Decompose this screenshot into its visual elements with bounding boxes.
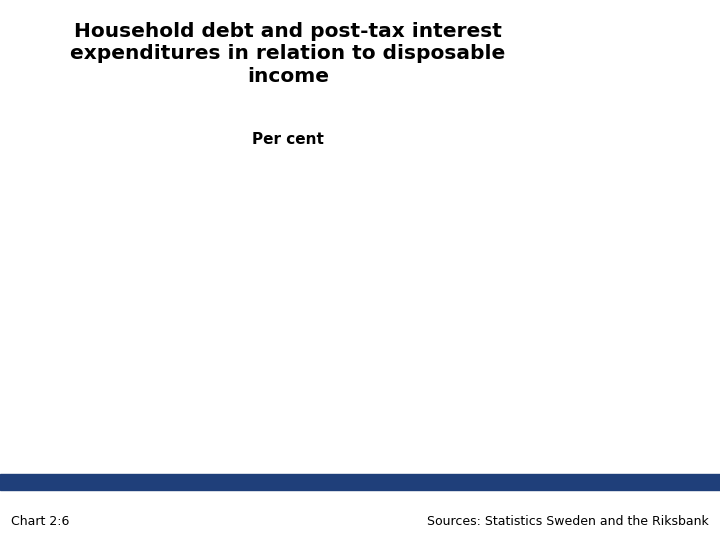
Text: ☺: ☺	[673, 56, 683, 66]
Text: RIKSBANK: RIKSBANK	[631, 111, 675, 120]
Text: Per cent: Per cent	[252, 132, 324, 147]
Text: ✦  ✦: ✦ ✦	[645, 35, 661, 41]
Text: ☺: ☺	[623, 56, 633, 66]
Text: ✦  ✦  ✦: ✦ ✦ ✦	[640, 23, 666, 29]
Text: Household debt and post-tax interest
expenditures in relation to disposable
inco: Household debt and post-tax interest exp…	[71, 22, 505, 86]
Text: ⚜: ⚜	[648, 76, 658, 86]
Text: Chart 2:6: Chart 2:6	[11, 515, 69, 528]
Text: SVERIGES: SVERIGES	[632, 101, 674, 110]
Text: Sources: Statistics Sweden and the Riksbank: Sources: Statistics Sweden and the Riksb…	[428, 515, 709, 528]
